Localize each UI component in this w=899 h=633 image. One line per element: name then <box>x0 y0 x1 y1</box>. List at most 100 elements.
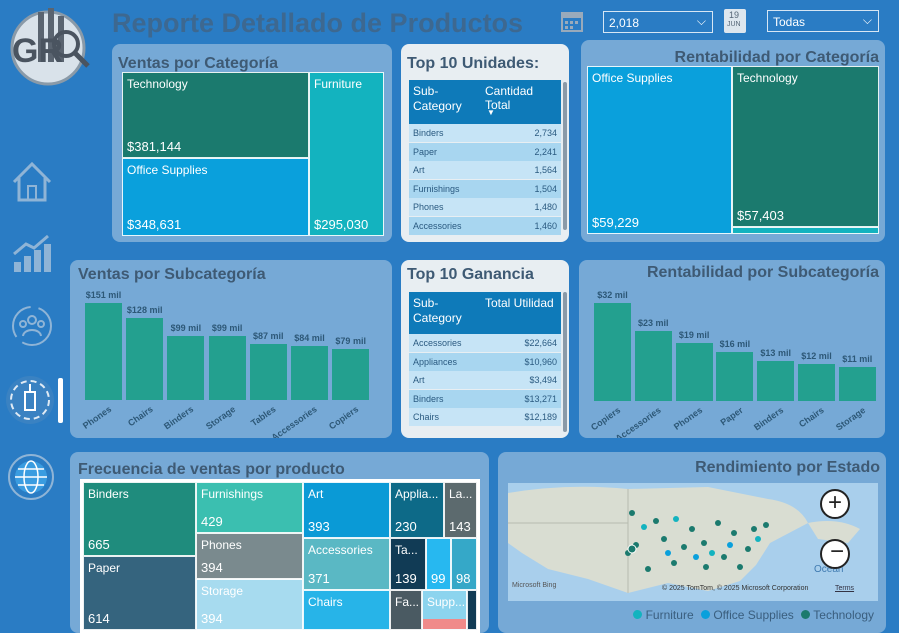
bar[interactable] <box>594 303 631 401</box>
table-row[interactable]: Appliances $10,960 <box>409 352 561 371</box>
treemap-tile-accessories[interactable]: Accessories 371 <box>303 538 390 590</box>
cell-subcategory: Appliances <box>413 356 458 367</box>
column-header-cantidad[interactable]: Cantidad Total <box>485 84 534 112</box>
treemap-tile-fasteners[interactable]: Fa... <box>390 590 422 630</box>
bar[interactable] <box>126 317 164 400</box>
table-header: Sub-Category Cantidad Total ▼ <box>409 80 561 124</box>
treemap-tile-tables[interactable]: Ta... 139 <box>390 538 426 590</box>
treemap-tile-supplies[interactable]: Supp... <box>422 590 467 630</box>
bar[interactable] <box>634 330 672 401</box>
bar-category-label: Accessories <box>613 405 664 438</box>
bar[interactable] <box>716 352 754 401</box>
category-dropdown[interactable]: Todas ⌵ <box>767 10 879 32</box>
table-row[interactable]: Paper 2,241 <box>409 142 561 161</box>
rentabilidad-categoria-panel: Rentabilidad por Categoría Office Suppli… <box>581 40 885 242</box>
panel-title: Top 10 Ganancia <box>407 266 534 283</box>
cell-subcategory: Phones <box>413 202 444 212</box>
bar[interactable] <box>208 336 246 400</box>
zoom-out-button[interactable]: − <box>820 538 850 569</box>
bar[interactable] <box>291 346 328 400</box>
bar-category-label: Copiers <box>589 405 623 433</box>
calendar-icon[interactable] <box>560 9 584 33</box>
tile-value: 394 <box>201 611 223 626</box>
treemap-tile-art[interactable]: Art 393 <box>303 482 390 538</box>
us-map[interactable]: Ocean Microsoft Bing © 2025 TomTom, © 20… <box>508 483 878 601</box>
cell-value: $22,664 <box>524 338 557 348</box>
table-row[interactable]: Art $3,494 <box>409 371 561 389</box>
bar[interactable] <box>85 303 122 400</box>
bar[interactable] <box>249 344 287 400</box>
tile-label: Paper <box>88 561 121 575</box>
table-row[interactable]: Binders $13,271 <box>409 389 561 408</box>
bar[interactable] <box>798 364 835 401</box>
bar[interactable] <box>332 349 370 400</box>
rendimiento-panel: Rendimiento por Estado Ocean Microsof <box>498 452 886 633</box>
table-row[interactable]: Accessories $22,664 <box>409 334 561 352</box>
table-row[interactable]: Art 1,564 <box>409 161 561 179</box>
table-row[interactable]: Furnishings 1,504 <box>409 179 561 198</box>
cell-subcategory: Art <box>413 375 425 385</box>
bar[interactable] <box>838 367 876 401</box>
tile-value: $348,631 <box>127 217 182 232</box>
map-terms-link[interactable]: Terms <box>835 585 855 592</box>
treemap-tile-chairs[interactable]: Chairs <box>303 590 390 630</box>
column-header-subcategory[interactable]: Sub-Category <box>413 84 462 113</box>
globe-icon[interactable] <box>6 452 56 502</box>
bar-value-label: $12 mil <box>801 351 832 362</box>
treemap-tile-copiers[interactable] <box>467 590 477 630</box>
tower-icon[interactable] <box>6 376 54 424</box>
table-row[interactable]: Phones 1,480 <box>409 198 561 216</box>
bar-value-label: $84 mil <box>294 333 325 344</box>
treemap-tile-furnishings[interactable]: Furnishings 429 <box>196 482 303 533</box>
calendar-day: 19 <box>729 10 740 20</box>
bar-chart-icon[interactable] <box>10 232 54 276</box>
treemap-tile-labels[interactable]: La... 143 <box>444 482 477 538</box>
treemap-tile-envelopes[interactable]: 99 <box>426 538 451 590</box>
bar-category-label: Storage <box>203 404 237 432</box>
treemap-tile-technology[interactable]: Technology $57,403 <box>732 66 879 227</box>
tile-value: $295,030 <box>314 217 369 232</box>
users-refresh-icon[interactable] <box>10 304 54 348</box>
bar-value-label: $23 mil <box>638 317 669 328</box>
legend-label: Office Supplies <box>713 608 794 622</box>
cell-subcategory: Art <box>413 165 425 175</box>
table-row[interactable]: Accessories 1,460 <box>409 216 561 235</box>
treemap-tile-fasteners-alt[interactable]: 98 <box>451 538 477 590</box>
cell-subcategory: Chairs <box>413 412 440 422</box>
zoom-in-button[interactable]: + <box>820 489 850 519</box>
top10-unidades-panel: Top 10 Unidades: Sub-Category Cantidad T… <box>401 44 569 242</box>
bar-value-label: $79 mil <box>335 336 366 347</box>
bar-value-label: $16 mil <box>719 339 751 349</box>
cell-subcategory: Furnishings <box>413 183 460 194</box>
scrollbar[interactable] <box>563 292 567 432</box>
treemap-tile-furniture[interactable] <box>732 227 879 234</box>
table-row[interactable]: Chairs $12,189 <box>409 408 561 426</box>
tile-value: 665 <box>88 537 110 552</box>
column-header-subcategory[interactable]: Sub-Category <box>413 296 462 325</box>
nav-selected-indicator <box>58 378 63 423</box>
calendar-date-icon[interactable]: 19 JUN <box>724 9 746 33</box>
column-header-total-utilidad[interactable]: Total Utilidad <box>485 296 554 310</box>
year-dropdown[interactable]: 2,018 ⌵ <box>603 11 713 33</box>
treemap-tile-paper[interactable]: Paper 614 <box>83 556 196 630</box>
tile-label: Phones <box>201 538 242 552</box>
treemap-tile-phones[interactable]: Phones 394 <box>196 533 303 579</box>
treemap-tile-appliances[interactable]: Applia... 230 <box>390 482 444 538</box>
bar-category-label: Binders <box>752 405 786 433</box>
treemap-tile-office-supplies[interactable]: Office Supplies $348,631 <box>122 158 309 236</box>
bar[interactable] <box>167 336 205 400</box>
sort-desc-icon[interactable]: ▼ <box>487 108 495 117</box>
bar[interactable] <box>757 361 795 401</box>
bar[interactable] <box>675 342 713 401</box>
treemap-tile-technology[interactable]: Technology $381,144 <box>122 72 309 158</box>
home-icon[interactable] <box>10 160 54 204</box>
table-row[interactable]: Binders 2,734 <box>409 124 561 142</box>
treemap-tile-office-supplies[interactable]: Office Supplies $59,229 <box>587 66 732 234</box>
tile-value: 98 <box>456 571 471 586</box>
treemap-tile-storage[interactable]: Storage 394 <box>196 579 303 630</box>
treemap-tile-furniture[interactable]: Furniture $295,030 <box>309 72 384 236</box>
scrollbar[interactable] <box>563 82 567 230</box>
treemap-tile-binders[interactable]: Binders 665 <box>83 482 196 556</box>
cell-subcategory: Binders <box>413 393 444 404</box>
tile-value: 230 <box>395 519 417 534</box>
